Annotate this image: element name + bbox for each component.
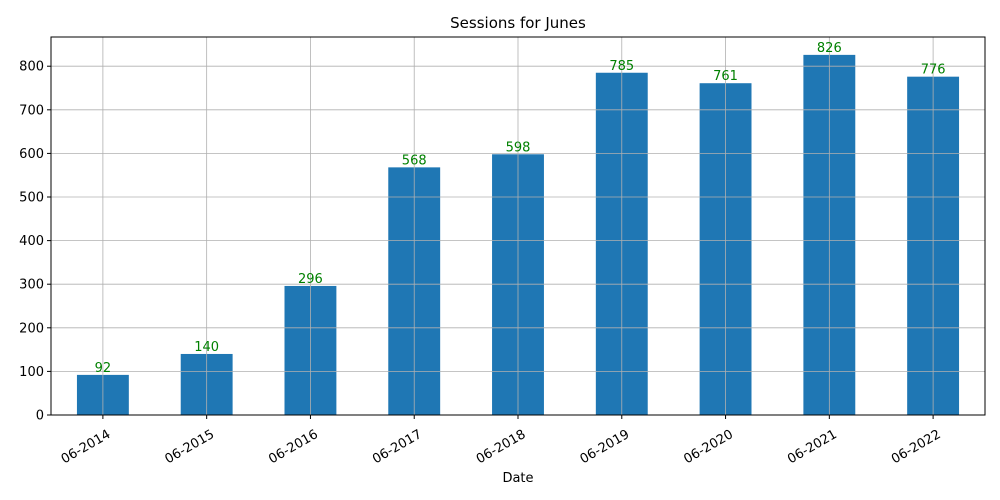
data-label: 776 (921, 63, 946, 78)
y-tick-label: 200 (19, 321, 44, 336)
grid-lines (51, 37, 985, 416)
data-label: 761 (713, 69, 738, 84)
data-label: 785 (609, 59, 634, 74)
y-tick-label: 300 (19, 278, 44, 293)
y-tick-label: 500 (19, 191, 44, 206)
data-label: 140 (194, 340, 219, 355)
x-tick-label: 06-2022 (889, 427, 944, 467)
data-label: 598 (506, 140, 531, 155)
y-tick-label: 800 (19, 60, 44, 75)
data-label: 826 (817, 41, 842, 56)
y-axis-ticks: 0 100 200 300 400 500 600 700 800 (19, 60, 51, 424)
data-labels: 92 140 296 568 598 785 761 826 776 (95, 41, 946, 376)
data-label: 296 (298, 272, 323, 287)
data-label: 568 (402, 153, 427, 168)
x-tick-label: 06-2020 (681, 427, 736, 467)
y-tick-label: 100 (19, 365, 44, 380)
y-tick-label: 0 (36, 409, 44, 424)
chart-title: Sessions for Junes (450, 14, 586, 32)
y-tick-label: 400 (19, 234, 44, 249)
x-axis-ticks: 06-2014 06-2015 06-2016 06-2017 06-2018 06-20… (59, 415, 944, 467)
data-label: 92 (95, 361, 112, 376)
x-tick-label: 06-2014 (59, 427, 114, 467)
x-tick-label: 06-2015 (163, 427, 218, 467)
y-tick-label: 600 (19, 147, 44, 162)
x-tick-label: 06-2018 (474, 427, 529, 467)
y-tick-label: 700 (19, 103, 44, 118)
x-tick-label: 06-2016 (266, 427, 321, 467)
x-tick-label: 06-2019 (578, 427, 633, 467)
x-axis-label: Date (502, 471, 533, 486)
x-tick-label: 06-2017 (370, 427, 425, 467)
x-tick-label: 06-2021 (785, 427, 840, 467)
